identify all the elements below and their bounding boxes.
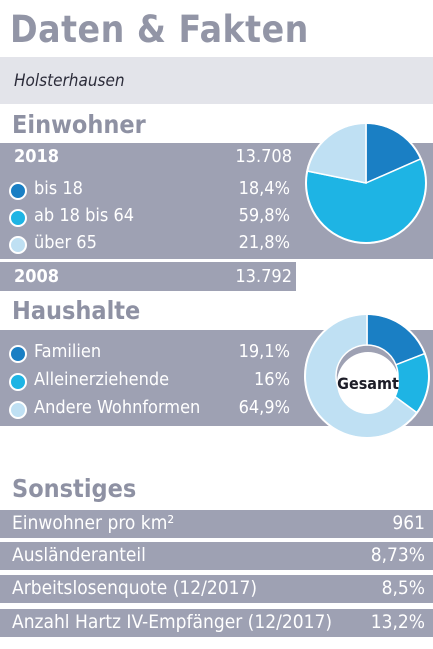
dark-blue-dot-icon [9,345,27,363]
legend-value: 64,9% [238,397,290,418]
subtitle: Holsterhausen [14,71,125,91]
legend-row: ab 18 bis 64 59,8% [0,204,292,230]
dark-blue-dot-icon [9,182,27,200]
legend-label: Andere Wohnformen [34,397,201,418]
light-blue-dot-icon [9,236,27,254]
pie-outline [304,313,430,439]
legend-value: 16% [254,369,290,390]
legend-row: bis 18 18,4% [0,177,292,203]
year-2008-value: 13.792 [235,266,292,287]
year-2008-band [0,262,296,291]
legend-value: 59,8% [238,205,290,226]
legend-label: über 65 [34,232,97,253]
legend-label: ab 18 bis 64 [34,205,135,226]
stat-row: Ausländeranteil 8,73% [0,542,433,570]
legend-value: 19,1% [238,341,290,362]
legend-row: über 65 21,8% [0,231,292,257]
legend-value: 21,8% [238,232,290,253]
stat-row: Einwohner pro km² 961 [0,510,433,538]
legend-label: bis 18 [34,178,83,199]
legend-row: Alleinerziehende 16% [0,368,292,394]
stat-label: Anzahl Hartz IV-Empfänger (12/2017) [12,611,333,633]
legend-value: 18,4% [238,178,290,199]
legend-row: Andere Wohnformen 64,9% [0,396,292,422]
stat-value: 13,2% [370,611,425,633]
page-title: Daten & Fakten [10,8,309,51]
year-2018-value: 13.708 [235,146,292,167]
year-2018-label: 2018 [14,146,60,167]
einwohner-heading: Einwohner [12,110,146,139]
stat-label: Ausländeranteil [12,544,146,566]
pie-outline [305,122,427,244]
haushalte-heading: Haushalte [12,296,141,325]
stat-label: Einwohner pro km² [12,512,175,534]
einwohner-pie-chart [305,122,427,244]
subtitle-band [0,57,433,104]
mid-blue-dot-icon [9,209,27,227]
year-2008-label: 2008 [14,266,60,287]
stat-row: Anzahl Hartz IV-Empfänger (12/2017) 13,2… [0,609,433,637]
stat-value: 8,73% [370,544,425,566]
stat-row: Arbeitslosenquote (12/2017) 8,5% [0,575,433,603]
legend-row: Familien 19,1% [0,340,292,366]
legend-label: Alleinerziehende [34,369,170,390]
legend-label: Familien [34,341,102,362]
sonstiges-heading: Sonstiges [12,474,137,503]
donut-center-label: Gesamt [337,352,399,414]
stat-value: 961 [392,512,425,534]
light-blue-dot-icon [9,401,27,419]
stat-value: 8,5% [381,577,425,599]
mid-blue-dot-icon [9,373,27,391]
stat-label: Arbeitslosenquote (12/2017) [12,577,258,599]
haushalte-donut-chart [304,313,430,439]
